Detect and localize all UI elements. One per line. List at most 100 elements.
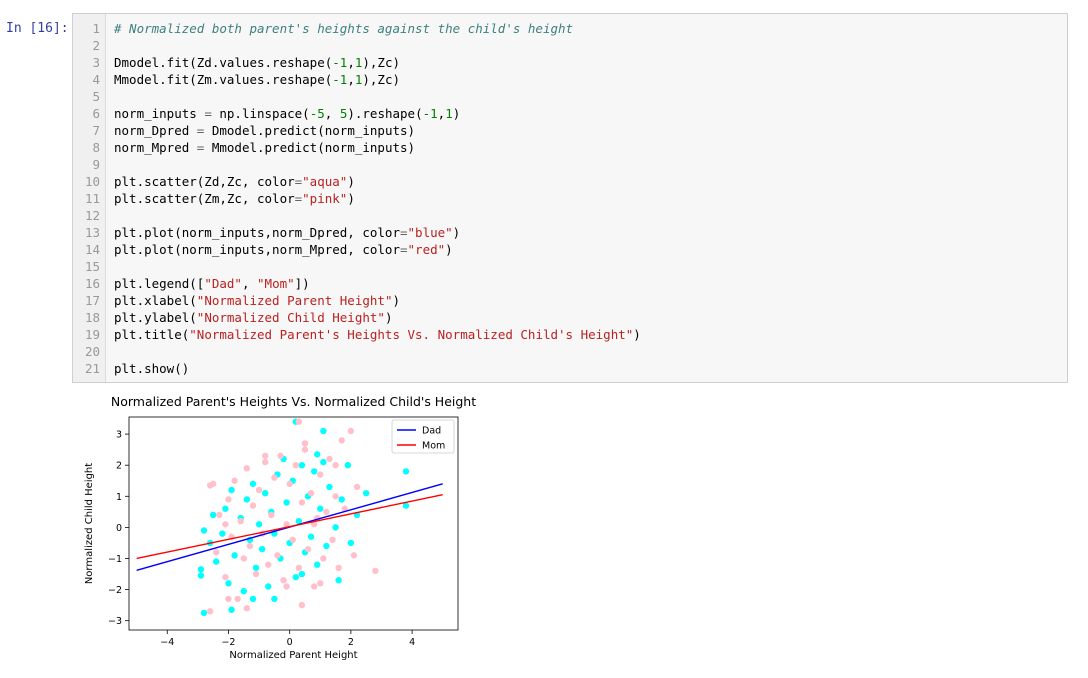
scatter-point-dad [332, 524, 339, 531]
scatter-point-mom [338, 437, 345, 444]
line-number: 18 [84, 310, 100, 325]
y-tick-label: 3 [116, 430, 122, 441]
line-number: 12 [84, 208, 100, 223]
code-text: norm_Dpred = Dmodel.predict(norm_inputs) [114, 123, 416, 138]
scatter-point-dad [317, 505, 324, 512]
scatter-point-mom [283, 521, 290, 528]
scatter-point-mom [280, 577, 287, 584]
scatter-point-dad [261, 489, 269, 497]
line-number: 21 [84, 361, 100, 376]
scatter-point-dad [298, 461, 306, 469]
scatter-point-dad [249, 595, 257, 603]
scatter-point-mom [213, 549, 220, 556]
scatter-point-mom [310, 521, 318, 528]
scatter-point-mom [277, 452, 284, 460]
scatter-point-mom [206, 608, 214, 615]
scatter-point-dad [197, 566, 205, 573]
line-number: 17 [84, 293, 100, 308]
scatter-point-mom [332, 461, 339, 469]
scatter-point-dad [347, 539, 355, 547]
scatter-point-mom [292, 461, 299, 469]
code-text: plt.scatter(Zm,Zc, color="pink") [114, 191, 355, 206]
code-text: plt.plot(norm_inputs,norm_Mpred, color="… [114, 242, 453, 257]
scatter-point-mom [307, 489, 315, 497]
scatter-point-dad [228, 606, 235, 613]
scatter-point-dad [292, 573, 299, 581]
x-tick-label: 2 [348, 637, 354, 648]
y-tick-label: −1 [108, 554, 122, 565]
line-number: 5 [92, 89, 100, 104]
line-number: 7 [92, 123, 100, 138]
scatter-point-dad [402, 502, 410, 509]
code-text: plt.xlabel("Normalized Parent Height") [114, 293, 400, 308]
scatter-point-mom [268, 511, 275, 519]
line-number: 10 [84, 174, 100, 189]
scatter-point-mom [225, 595, 232, 603]
line-number: 13 [84, 225, 100, 240]
code-text: Mmodel.fit(Zm.values.reshape(-1,1),Zc) [114, 72, 401, 87]
code-text: plt.show() [114, 361, 190, 376]
code-text: plt.plot(norm_inputs,norm_Dpred, color="… [114, 225, 461, 240]
scatter-point-dad [335, 577, 342, 584]
scatter-point-mom [231, 477, 238, 484]
scatter-point-mom [332, 493, 339, 500]
scatter-point-mom [274, 552, 281, 559]
scatter-point-mom [265, 561, 272, 568]
line-number: 8 [92, 140, 100, 155]
scatter-point-dad [265, 583, 272, 590]
scatter-point-dad [271, 595, 278, 603]
scatter-point-dad [314, 561, 321, 568]
scatter-point-mom [283, 583, 290, 590]
scatter-point-mom [372, 567, 379, 575]
scatter-point-mom [246, 542, 254, 550]
code-text: plt.title("Normalized Parent's Heights V… [114, 327, 641, 342]
scatter-point-mom [347, 427, 355, 435]
line-number: 16 [84, 276, 100, 291]
scatter-point-mom [222, 573, 229, 581]
x-tick-label: −4 [160, 637, 174, 648]
scatter-point-mom [252, 570, 260, 578]
code-text: plt.ylabel("Normalized Child Height") [114, 310, 393, 325]
scatter-point-mom [320, 555, 327, 562]
scatter-point-dad [252, 564, 260, 572]
scatter-point-mom [298, 499, 306, 506]
scatter-point-mom [249, 502, 257, 509]
scatter-point-dad [295, 517, 303, 525]
line-number: 3 [92, 55, 100, 70]
scatter-point-mom [237, 517, 244, 525]
code-cell[interactable]: 1 # Normalized both parent's heights agai… [72, 13, 1068, 383]
scatter-point-dad [338, 496, 345, 503]
scatter-point-dad [200, 527, 208, 534]
scatter-point-mom [317, 471, 324, 478]
scatter-point-mom [304, 545, 312, 553]
input-prompt: In [16]: [6, 21, 69, 36]
scatter-point-dad [240, 587, 247, 595]
scatter-point-dad [344, 461, 352, 469]
y-tick-label: −2 [108, 585, 122, 596]
scatter-point-mom [261, 458, 269, 466]
scatter-point-dad [222, 505, 229, 512]
scatter-point-dad [320, 427, 327, 435]
line-number: 20 [84, 344, 100, 359]
scatter-point-mom [255, 486, 263, 494]
scatter-point-dad [200, 609, 208, 617]
y-axis-label: Normalized Child Height [84, 463, 95, 584]
line-number: 11 [84, 191, 100, 206]
code-text: plt.legend(["Dad", "Mom"]) [114, 276, 310, 291]
scatter-point-mom [243, 605, 251, 612]
scatter-point-dad [225, 580, 232, 587]
series-line-mom [136, 494, 443, 560]
chart-figure: Normalized Parent's Heights Vs. Normaliz… [84, 394, 476, 661]
scatter-point-dad [314, 451, 321, 458]
scatter-point-dad [283, 499, 290, 506]
scatter-point-dad [243, 496, 251, 503]
scatter-point-mom [323, 508, 330, 516]
scatter-point-mom [271, 474, 278, 481]
x-axis-label: Normalized Parent Height [229, 650, 357, 661]
scatter-point-dad [310, 468, 318, 475]
scatter-point-mom [317, 580, 324, 587]
code-text: # Normalized both parent's heights again… [114, 21, 574, 36]
code-text: Dmodel.fit(Zd.values.reshape(-1,1),Zc) [114, 55, 401, 70]
scatter-point-dad [323, 542, 330, 550]
scatter-point-dad [213, 558, 220, 565]
